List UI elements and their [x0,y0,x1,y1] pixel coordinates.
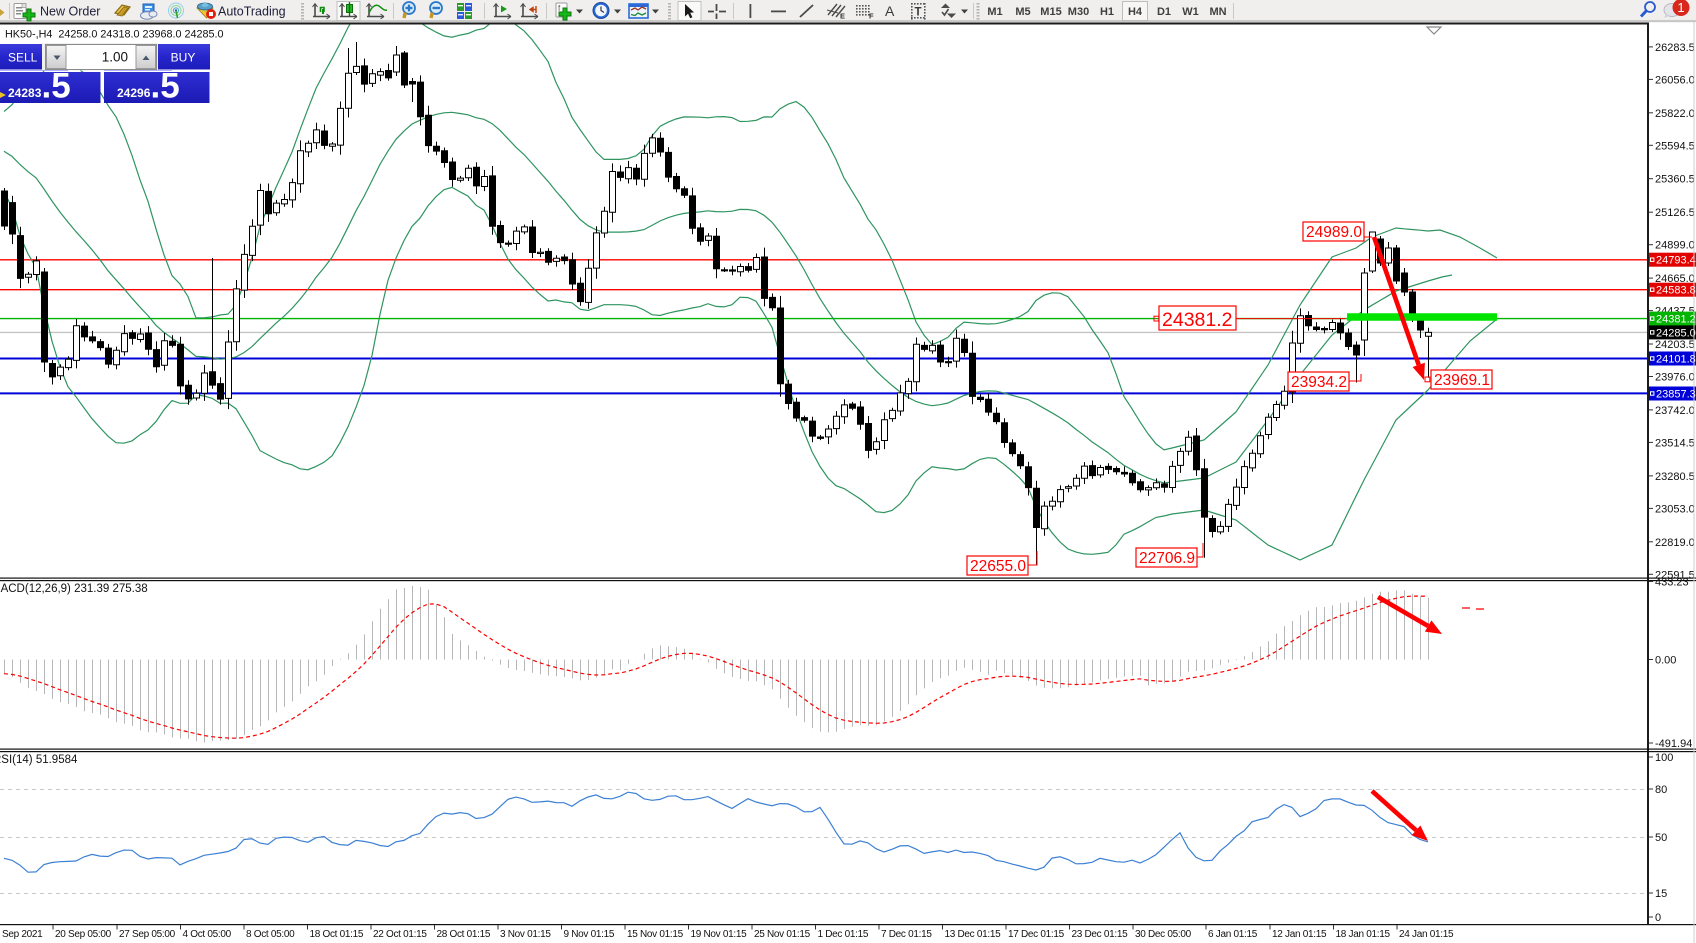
svg-text:26056.0: 26056.0 [1655,74,1695,86]
svg-text:18 Jan 01:15: 18 Jan 01:15 [1336,929,1391,940]
svg-text:28 Oct 01:15: 28 Oct 01:15 [437,929,491,940]
svg-text:8 Oct 05:00: 8 Oct 05:00 [246,929,295,940]
svg-text:1.00: 1.00 [102,50,128,65]
svg-text:24285.0: 24285.0 [1656,327,1696,339]
svg-text:SELL: SELL [8,51,38,65]
svg-text:23857.3: 23857.3 [1656,389,1696,401]
svg-text:Sep 2021: Sep 2021 [2,929,43,940]
svg-text:E: E [840,12,845,21]
svg-text:80: 80 [1655,784,1667,796]
svg-text:HK50-,H4 24258.0 24318.0 2396: HK50-,H4 24258.0 24318.0 23968.0 24285.0 [5,29,224,41]
svg-text:24283: 24283 [8,86,42,100]
svg-text:26283.5: 26283.5 [1655,42,1695,54]
svg-text:f: f [558,4,561,13]
svg-text:23969.1: 23969.1 [1434,372,1490,389]
svg-text:6 Jan 01:15: 6 Jan 01:15 [1208,929,1258,940]
svg-text:D1: D1 [1157,6,1171,18]
svg-text:17 Dec 01:15: 17 Dec 01:15 [1008,929,1065,940]
svg-text:-491.94: -491.94 [1655,738,1692,750]
svg-text:7 Dec 01:15: 7 Dec 01:15 [881,929,932,940]
svg-text:M5: M5 [1015,6,1030,18]
svg-text:25 Nov 01:15: 25 Nov 01:15 [754,929,811,940]
svg-text:24989.0: 24989.0 [1306,224,1362,241]
svg-text:24381.2: 24381.2 [1656,314,1696,326]
svg-text:25126.5: 25126.5 [1655,207,1695,219]
svg-text:23742.0: 23742.0 [1655,405,1695,417]
svg-text:12 Jan 01:15: 12 Jan 01:15 [1272,929,1327,940]
svg-text:25360.5: 25360.5 [1655,174,1695,186]
svg-text:27 Sep 05:00: 27 Sep 05:00 [119,929,176,940]
svg-text:23 Dec 01:15: 23 Dec 01:15 [1072,929,1129,940]
svg-text:M30: M30 [1068,6,1089,18]
svg-text:23280.5: 23280.5 [1655,471,1695,483]
svg-text:24583.8: 24583.8 [1656,285,1696,297]
svg-text:23934.2: 23934.2 [1291,374,1347,391]
svg-text:22 Oct 01:15: 22 Oct 01:15 [373,929,427,940]
svg-text:M15: M15 [1040,6,1061,18]
svg-text:18 Oct 01:15: 18 Oct 01:15 [310,929,364,940]
svg-text:24 Jan 01:15: 24 Jan 01:15 [1399,929,1454,940]
svg-text:100: 100 [1655,752,1673,764]
svg-text:433.23: 433.23 [1655,577,1689,589]
svg-text:22591.5: 22591.5 [1655,569,1695,581]
svg-text:H4: H4 [1128,6,1143,18]
svg-text:M1: M1 [987,6,1002,18]
svg-text:24101.8: 24101.8 [1656,354,1696,366]
svg-text:24381.2: 24381.2 [1162,309,1233,331]
svg-text:23053.0: 23053.0 [1655,503,1695,515]
svg-text:15: 15 [1655,888,1667,900]
svg-text:RSI(14) 51.9584: RSI(14) 51.9584 [0,754,78,766]
svg-text:23976.0: 23976.0 [1655,372,1695,384]
svg-text:19 Nov 01:15: 19 Nov 01:15 [691,929,748,940]
svg-text:1: 1 [1677,0,1684,15]
svg-text:MACD(12,26,9) 231.39 275.38: MACD(12,26,9) 231.39 275.38 [0,583,148,595]
svg-text:24203.5: 24203.5 [1655,339,1695,351]
svg-text:30 Dec 05:00: 30 Dec 05:00 [1135,929,1192,940]
svg-text:New Order: New Order [40,5,100,19]
svg-text:0: 0 [1655,912,1661,924]
svg-text:22706.9: 22706.9 [1139,550,1195,567]
svg-text:MN: MN [1209,6,1226,18]
svg-text:22655.0: 22655.0 [970,558,1026,575]
svg-text:3 Nov 01:15: 3 Nov 01:15 [500,929,551,940]
svg-text:24665.0: 24665.0 [1655,273,1695,285]
svg-text:.5: .5 [42,67,71,106]
svg-text:15 Nov 01:15: 15 Nov 01:15 [627,929,684,940]
svg-text:22819.0: 22819.0 [1655,537,1695,549]
svg-text:23514.5: 23514.5 [1655,437,1695,449]
svg-text:25822.0: 25822.0 [1655,108,1695,120]
svg-text:20 Sep 05:00: 20 Sep 05:00 [55,929,112,940]
svg-text:H1: H1 [1100,6,1114,18]
svg-text:W1: W1 [1182,6,1199,18]
svg-text:4 Oct 05:00: 4 Oct 05:00 [183,929,232,940]
svg-text:F: F [869,12,874,21]
svg-text:.5: .5 [151,67,180,106]
svg-text:50: 50 [1655,832,1667,844]
svg-text:9 Nov 01:15: 9 Nov 01:15 [564,929,615,940]
svg-text:24899.0: 24899.0 [1655,240,1695,252]
svg-text:24793.4: 24793.4 [1656,255,1696,267]
svg-text:T: T [915,7,922,19]
svg-text:BUY: BUY [171,51,196,65]
svg-text:1 Dec 01:15: 1 Dec 01:15 [818,929,869,940]
svg-text:AutoTrading: AutoTrading [218,5,286,19]
svg-text:A: A [885,3,895,19]
svg-text:24296: 24296 [117,86,151,100]
svg-text:13 Dec 01:15: 13 Dec 01:15 [945,929,1002,940]
svg-text:25594.5: 25594.5 [1655,140,1695,152]
svg-text:0.00: 0.00 [1655,655,1676,667]
